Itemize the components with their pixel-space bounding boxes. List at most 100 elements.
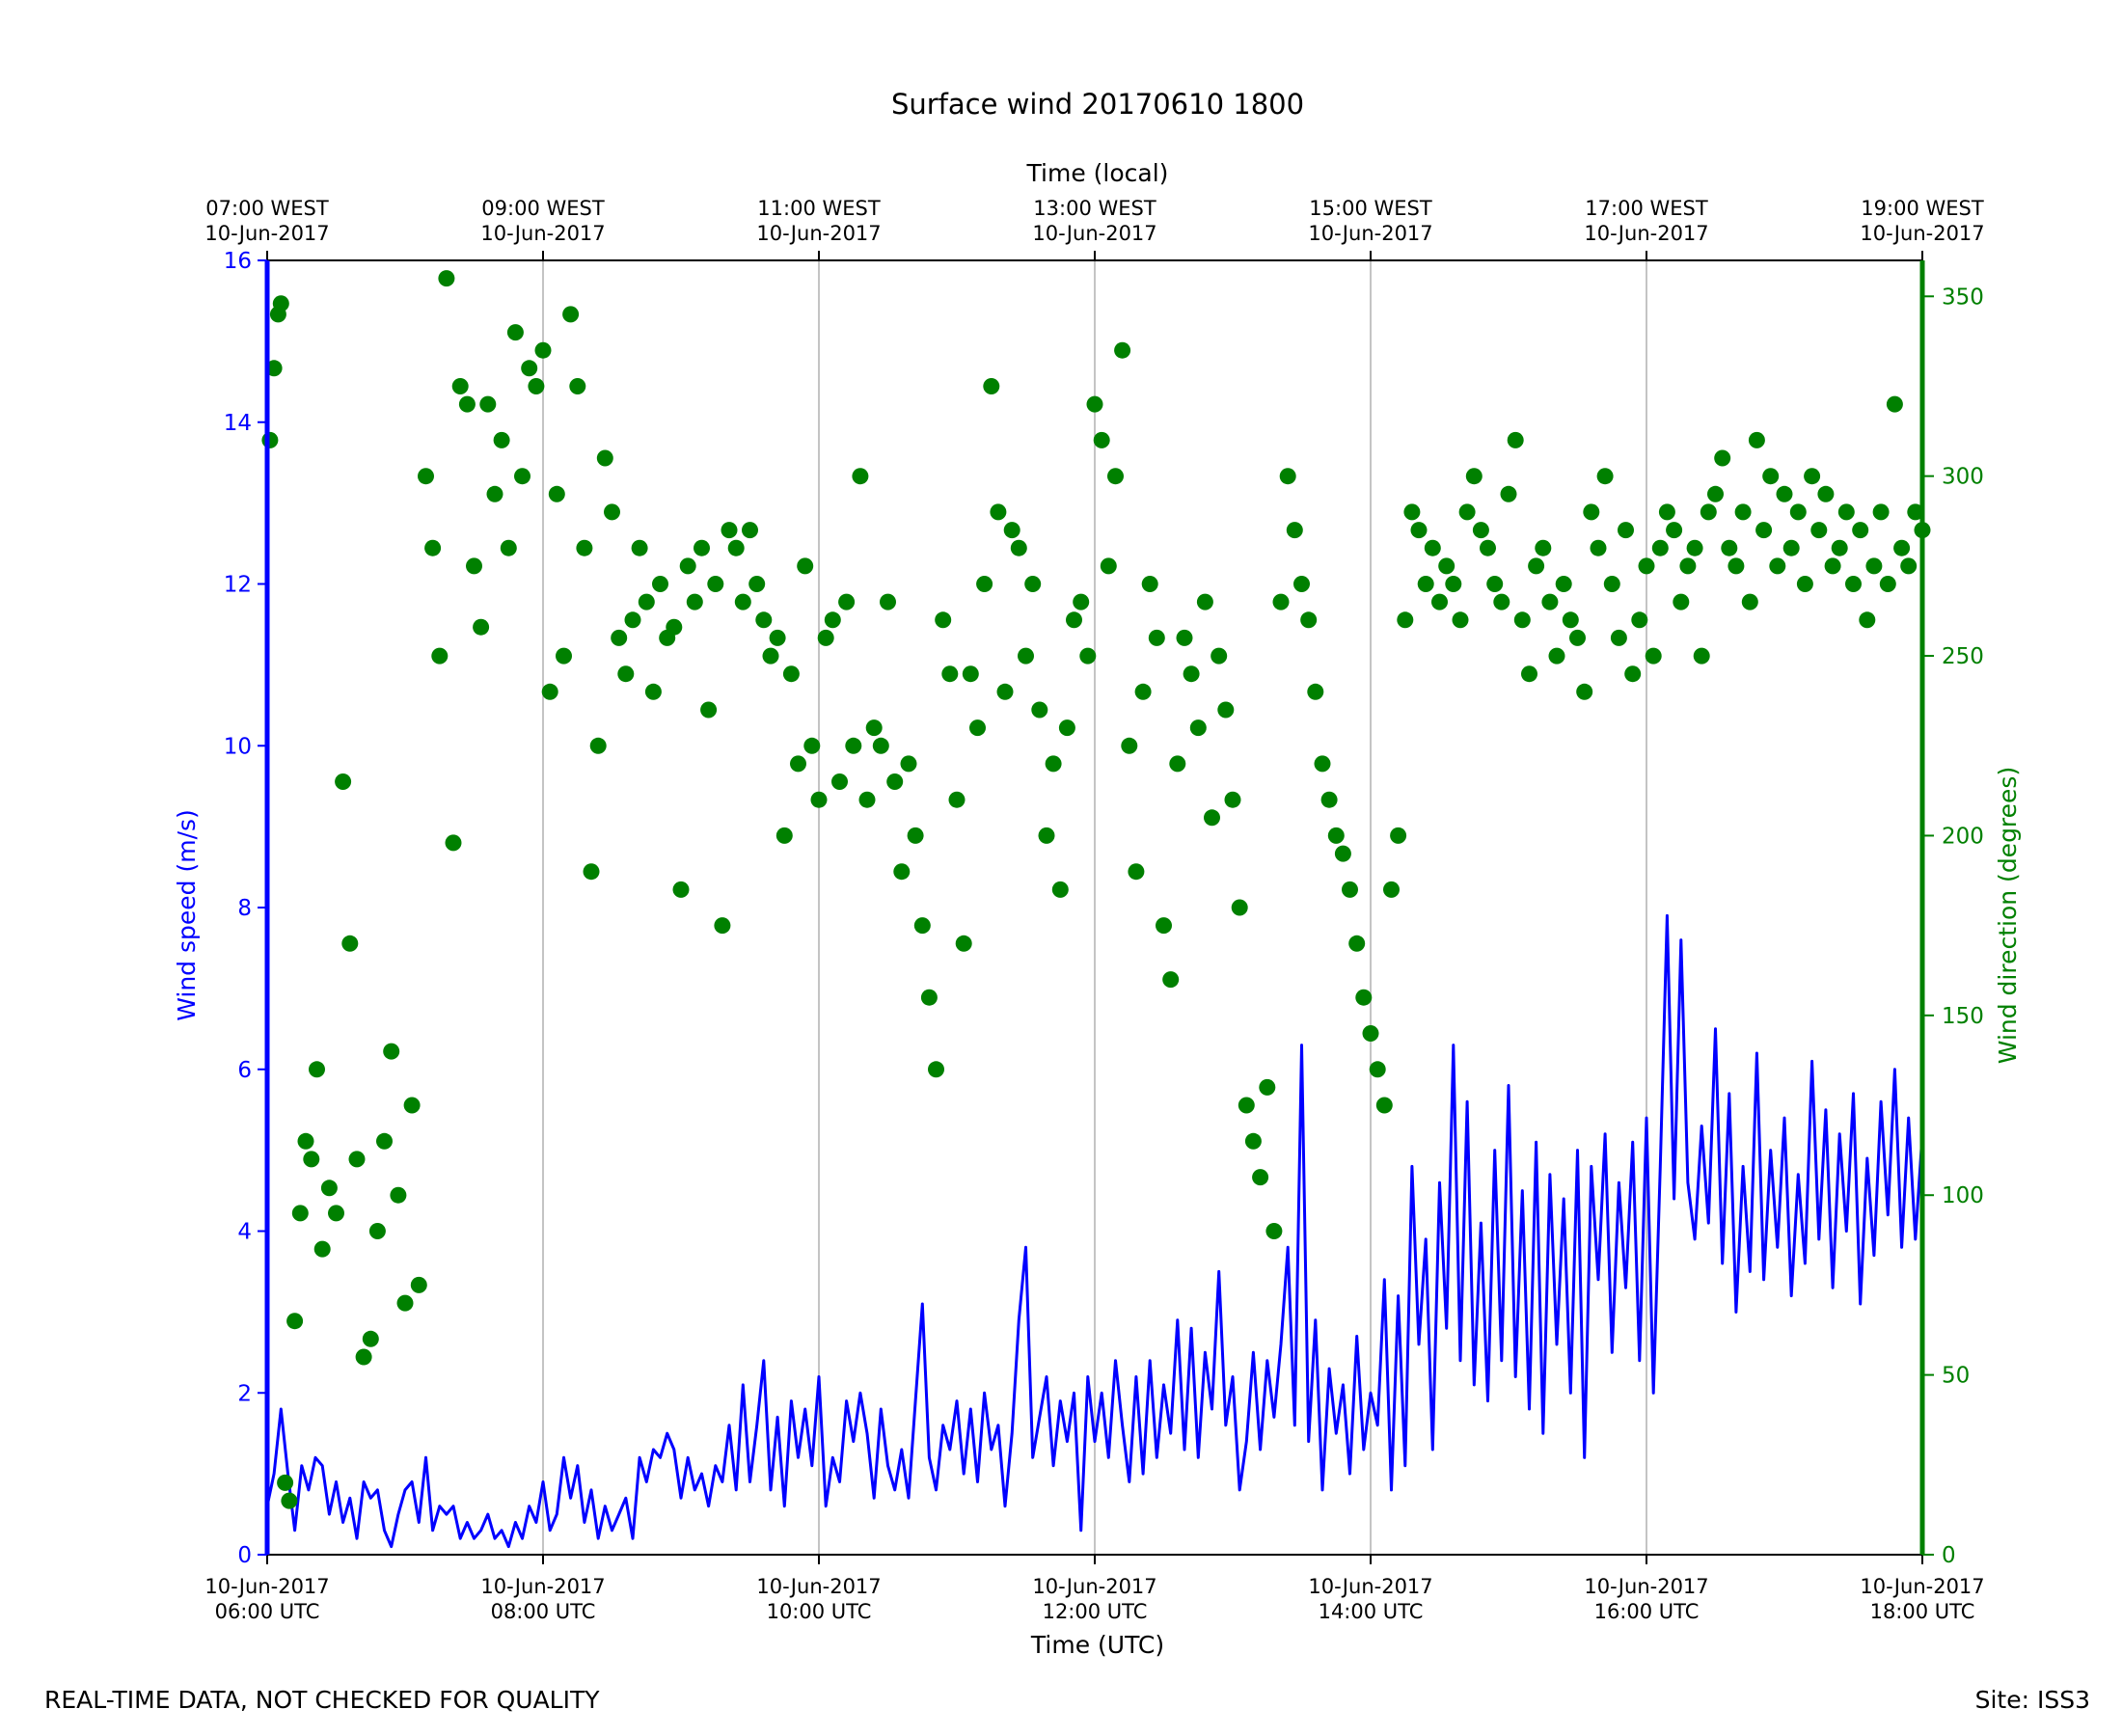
wind-direction-point xyxy=(445,834,462,852)
wind-direction-point xyxy=(1362,1025,1379,1042)
wind-direction-point xyxy=(541,683,558,700)
y-tick-label: 10 xyxy=(224,734,252,759)
wind-direction-point xyxy=(1169,755,1186,773)
x-tick-label: 08:00 UTC xyxy=(491,1600,596,1623)
wind-direction-point xyxy=(486,485,503,502)
wind-direction-point xyxy=(893,863,911,881)
wind-direction-point xyxy=(297,1132,314,1150)
wind-direction-point xyxy=(782,665,800,683)
wind-direction-point xyxy=(935,611,952,629)
x2-tick-label: 10-Jun-2017 xyxy=(1308,222,1432,245)
wind-direction-point xyxy=(1156,917,1172,935)
wind-direction-point xyxy=(928,1061,944,1078)
wind-direction-point xyxy=(824,611,841,629)
wind-direction-point xyxy=(886,773,904,790)
wind-direction-point xyxy=(348,1151,366,1168)
wind-direction-point xyxy=(1244,1132,1262,1150)
wind-direction-point xyxy=(1176,629,1193,646)
x2-tick-label: 07:00 WEST xyxy=(205,197,329,220)
site-label: Site: ISS3 xyxy=(1974,1686,2090,1714)
wind-direction-point xyxy=(990,503,1007,521)
wind-direction-point xyxy=(652,576,668,592)
wind-direction-point xyxy=(1831,539,1848,556)
wind-direction-point xyxy=(410,1276,427,1293)
x2-tick-label: 17:00 WEST xyxy=(1585,197,1708,220)
wind-direction-point xyxy=(1141,576,1158,592)
wind-direction-point xyxy=(941,665,959,683)
wind-direction-point xyxy=(1431,593,1448,610)
wind-direction-point xyxy=(1693,647,1710,665)
wind-direction-point xyxy=(1610,629,1627,646)
x2-tick-label: 09:00 WEST xyxy=(481,197,605,220)
wind-direction-point xyxy=(920,989,938,1006)
wind-direction-point xyxy=(556,647,572,665)
wind-direction-point xyxy=(1741,593,1758,610)
wind-direction-point xyxy=(362,1330,379,1347)
wind-direction-point xyxy=(438,270,455,287)
x-tick-label: 10-Jun-2017 xyxy=(1584,1575,1708,1598)
wind-direction-point xyxy=(1569,629,1586,646)
wind-direction-point xyxy=(424,539,442,556)
wind-direction-point xyxy=(1859,611,1876,629)
wind-direction-point xyxy=(644,683,662,700)
y-tick-label: 2 xyxy=(237,1381,252,1406)
y2-tick-label: 200 xyxy=(1942,824,1984,849)
x2-tick-label: 11:00 WEST xyxy=(757,197,881,220)
wind-direction-point xyxy=(390,1186,407,1204)
wind-direction-point xyxy=(548,485,565,502)
wind-direction-point xyxy=(1100,557,1117,575)
wind-direction-point xyxy=(1796,576,1813,592)
x2-tick-label: 15:00 WEST xyxy=(1309,197,1432,220)
wind-direction-point xyxy=(1224,791,1241,808)
wind-direction-point xyxy=(1845,576,1862,592)
wind-direction-point xyxy=(1507,431,1524,448)
wind-direction-point xyxy=(1714,449,1731,467)
wind-direction-point xyxy=(900,755,917,773)
x-tick-label: 06:00 UTC xyxy=(215,1600,320,1623)
wind-direction-point xyxy=(838,593,856,610)
y-tick-label: 6 xyxy=(237,1058,252,1083)
wind-direction-point xyxy=(707,576,724,592)
wind-direction-point xyxy=(1452,611,1469,629)
wind-direction-point xyxy=(589,737,607,754)
wind-direction-point xyxy=(1265,1223,1283,1239)
wind-direction-point xyxy=(1279,468,1296,485)
wind-direction-point xyxy=(617,665,635,683)
wind-direction-point xyxy=(1307,683,1324,700)
wind-direction-point xyxy=(1769,557,1786,575)
x2-tick-label: 10-Jun-2017 xyxy=(1032,222,1156,245)
wind-direction-point xyxy=(907,827,924,844)
x-tick-label: 10-Jun-2017 xyxy=(480,1575,605,1598)
wind-direction-point xyxy=(261,431,279,448)
y-tick-label: 0 xyxy=(237,1543,252,1568)
wind-direction-point xyxy=(1666,522,1683,539)
wind-direction-point xyxy=(583,863,600,881)
x-tick-label: 12:00 UTC xyxy=(1043,1600,1148,1623)
wind-direction-point xyxy=(309,1061,325,1078)
wind-direction-point xyxy=(694,539,710,556)
wind-direction-layer xyxy=(261,270,1931,1509)
wind-direction-point xyxy=(528,378,545,394)
wind-direction-point xyxy=(521,360,538,377)
wind-direction-point xyxy=(368,1223,386,1239)
wind-direction-point xyxy=(1038,827,1055,844)
wind-direction-point xyxy=(1603,576,1620,592)
wind-direction-point xyxy=(1824,557,1841,575)
x2-axis-title: Time (local) xyxy=(1026,159,1169,187)
axes xyxy=(258,251,1934,1564)
wind-direction-point xyxy=(473,618,490,636)
wind-direction-point xyxy=(1686,539,1703,556)
wind-direction-point xyxy=(1465,468,1483,485)
wind-direction-point xyxy=(1782,539,1800,556)
wind-direction-point xyxy=(1293,576,1310,592)
wind-direction-point xyxy=(569,378,586,394)
y2-tick-label: 100 xyxy=(1942,1183,1984,1208)
wind-direction-point xyxy=(742,522,758,539)
wind-direction-point xyxy=(1500,485,1517,502)
wind-direction-point xyxy=(1837,503,1855,521)
wind-direction-point xyxy=(1486,576,1504,592)
wind-direction-point xyxy=(1458,503,1476,521)
wind-direction-point xyxy=(313,1240,331,1258)
wind-direction-point xyxy=(1535,539,1552,556)
